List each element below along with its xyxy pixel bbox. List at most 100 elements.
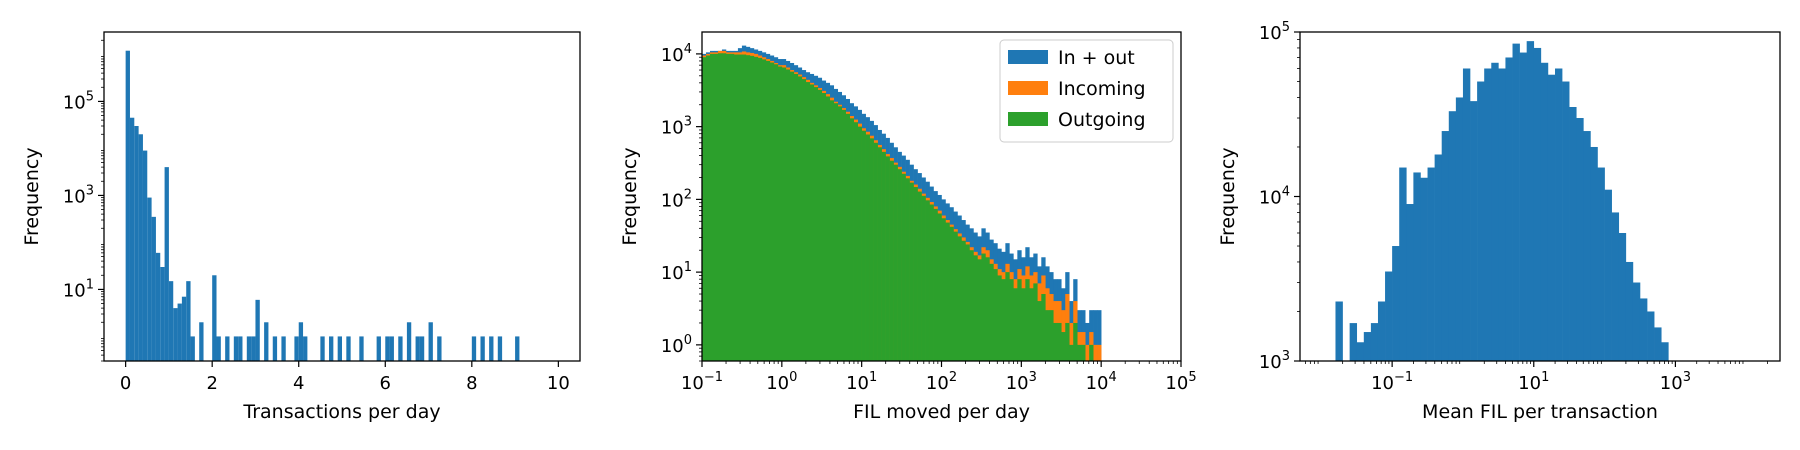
x-tick-label: 10−1 [681,370,723,394]
bar-series [480,336,485,361]
bar-series [1385,271,1393,361]
bar-outgoing [1081,344,1086,361]
bar-outgoing [993,269,998,361]
y-axis-label: Frequency [1217,147,1239,245]
y-tick-label-exponent: 5 [86,89,94,104]
bar-outgoing [753,56,759,362]
bar-outgoing [837,106,843,361]
bar-series [428,322,433,361]
bar-outgoing [909,182,914,361]
x-tick-label: 103 [1006,370,1037,394]
x-tick-label-base: 10 [846,373,869,394]
bar-outgoing [925,200,930,361]
axes-frame [103,31,581,362]
bar-outgoing [917,191,922,361]
y-tick-label-exponent: 3 [684,115,692,130]
bar-incoming [1093,344,1098,361]
y-tick-label-exponent: 2 [684,187,692,202]
bar-series [134,126,139,361]
bar-outgoing [857,126,862,362]
bar-series [320,336,325,361]
bar-series [1477,81,1485,361]
bar-outgoing [1045,310,1050,361]
x-tick-label-base: 10 [1518,373,1541,394]
bar-series [1448,111,1457,361]
bar-outgoing [785,69,791,361]
bar-series [168,281,174,361]
y-tick-label-exponent: 4 [684,42,692,57]
bar-series [1427,167,1435,361]
y-axis-label: Frequency [21,147,43,245]
bar-outgoing [721,53,727,361]
bar-series [255,299,260,361]
y-tick-label: 103 [661,115,692,139]
bar-series [376,336,381,361]
bar-outgoing [989,263,994,361]
bar-series [1555,68,1563,362]
x-tick-label-base: 10 [926,373,949,394]
y-tick-label-base: 10 [661,45,684,66]
bar-outgoing [905,178,910,361]
bar-series [1512,43,1520,361]
bar-outgoing [969,250,974,361]
bar-outgoing [973,255,978,361]
bar-outgoing [865,134,870,361]
bar-series [1406,204,1414,361]
x-tick-label: 2 [206,373,217,394]
x-tick-label-exponent: 3 [1029,370,1037,385]
bar-outgoing [769,62,775,362]
legend-swatch-incoming [1008,81,1048,95]
bar-series [1611,212,1620,361]
bar-outgoing [761,59,767,361]
bar-outgoing [849,118,854,361]
bar-outgoing [941,218,946,361]
y-tick-label-base: 10 [63,186,86,207]
bar-series [1661,342,1669,361]
x-tick-label: 8 [466,373,477,394]
bar-outgoing [1065,322,1070,361]
bar-outgoing [1021,288,1026,361]
bar-outgoing [813,87,819,362]
bar-outgoing [921,195,926,361]
bar-series [515,336,520,361]
y-tick-label: 103 [1259,349,1290,373]
bar-outgoing [741,54,747,362]
bar-series [471,336,477,361]
x-tick-label-base: 10 [1660,373,1683,394]
y-tick-label: 104 [661,42,692,66]
bar-series [1356,342,1365,361]
bar-outgoing [1061,332,1066,361]
y-tick-label-exponent: 5 [1282,20,1290,35]
bar-series [329,336,334,361]
bar-series [1547,74,1556,362]
bar-outgoing [885,156,890,361]
bar-series [294,336,299,361]
bar-outgoing [702,57,707,361]
bar-outgoing [873,142,878,361]
bar-outgoing [733,54,739,362]
x-tick-label-exponent: 4 [1108,370,1116,385]
bar-series [1576,118,1584,361]
bar-outgoing [709,53,715,361]
bar-series [1526,41,1535,361]
bar-outgoing [1089,344,1094,361]
x-tick-label: 0 [120,373,131,394]
legend-label-in-out: In + out [1058,47,1135,69]
bar-series [1434,154,1443,361]
bar-outgoing [1069,344,1074,361]
bar-series [1654,327,1662,361]
bar-series [233,336,239,361]
bar-series [1519,52,1527,361]
y-tick-label-base: 10 [1259,352,1282,373]
x-axis-label: Mean FIL per transaction [1422,401,1658,423]
bar-series [337,336,342,361]
x-tick-label: 102 [926,370,957,394]
bar-outgoing [877,147,882,361]
bar-series [1618,232,1627,361]
bar-series [181,296,187,361]
bar-outgoing [901,173,906,361]
bar-outgoing [773,64,779,362]
